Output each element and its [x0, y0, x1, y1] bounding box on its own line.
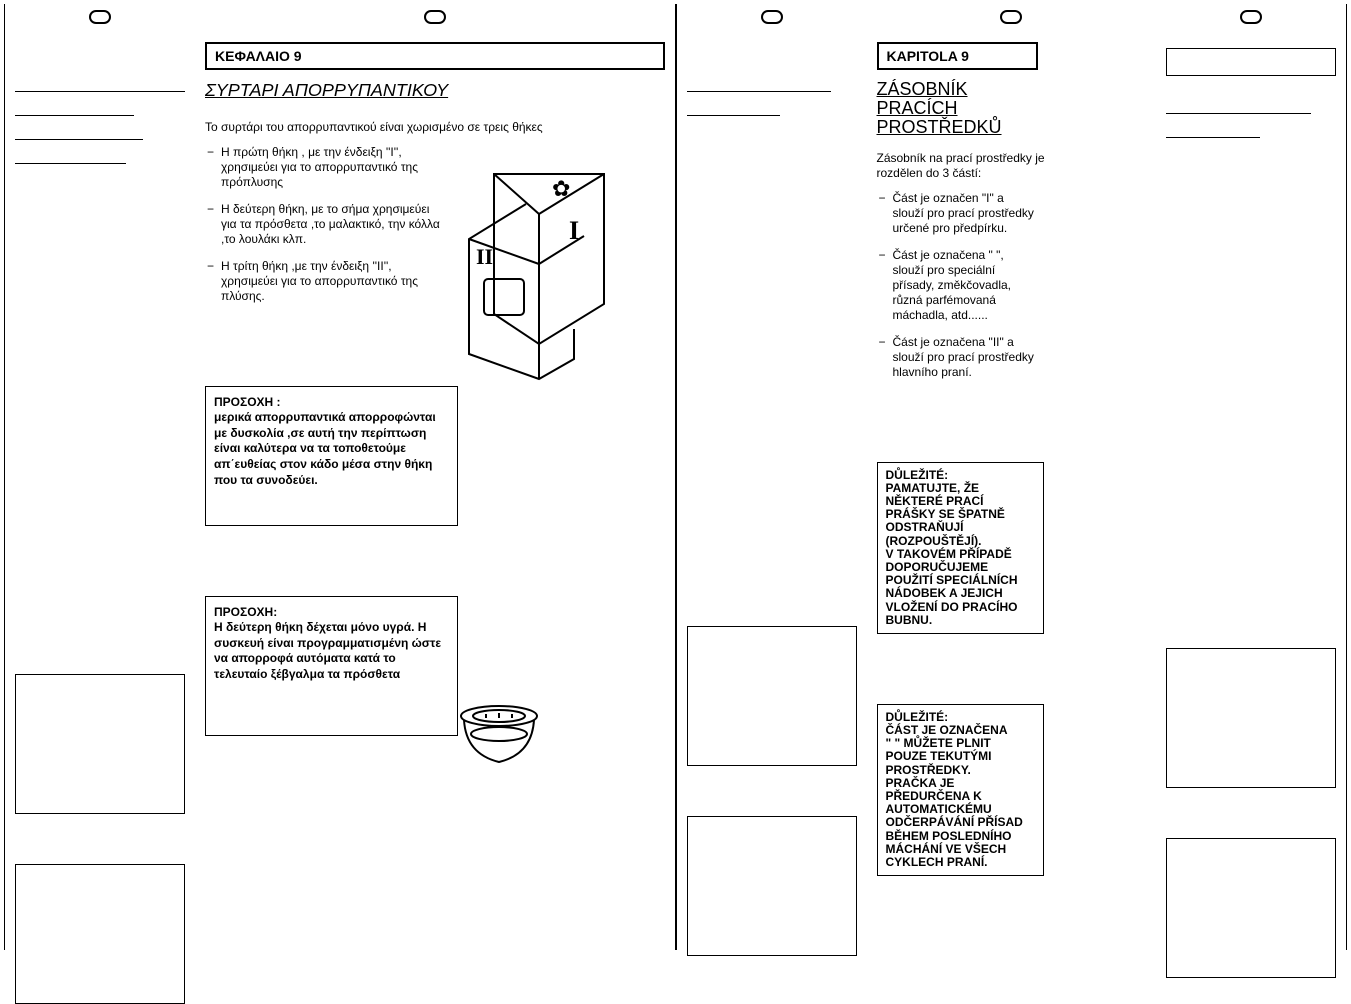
svg-text:I: I: [569, 216, 579, 245]
page-left: ΚΕΦΑΛΑΙΟ 9 ΣΥΡΤΑΡΙ ΑΠΟΡΡΥΠΑΝΤΙΚΟΥ Το συρ…: [4, 4, 676, 950]
section-title: ZÁSOBNÍK PRACÍCH PROSTŘEDKŮ: [877, 80, 1039, 137]
warning-box: ΠΡΟΣΟΧΗ : μερικά απορρυπαντικά απορροφών…: [205, 386, 458, 526]
dosing-cup-icon: [454, 704, 544, 774]
warning-box: ΠΡΟΣΟΧΗ: Η δεύτερη θήκη δέχεται μόνο υγρ…: [205, 596, 458, 736]
page-right: KAPITOLA 9 ZÁSOBNÍK PRACÍCH PROSTŘEDKŮ Z…: [676, 4, 1348, 950]
warning-box: DŮLEŽITÉ: PAMATUJTE, ŽE NĚKTERÉ PRACÍ PR…: [877, 462, 1044, 634]
czech-content-col: KAPITOLA 9 ZÁSOBNÍK PRACÍCH PROSTŘEDKŮ Z…: [867, 4, 1157, 950]
warning-box: DŮLEŽITÉ: ČÁST JE OZNAČENA " " MŮŽETE PL…: [877, 704, 1044, 876]
intro-text: Το συρτάρι του απορρυπαντικού είναι χωρι…: [205, 120, 665, 135]
empty-box: [1166, 648, 1336, 788]
binder-hole-icon: [761, 10, 783, 24]
section-title: ΣΥΡΤΑΡΙ ΑΠΟΡΡΥΠΑΝΤΙΚΟΥ: [205, 80, 665, 102]
bullet-item: Η πρώτη θήκη , με την ένδειξη ''I'', χρη…: [219, 145, 444, 190]
binder-hole-icon: [1240, 10, 1262, 24]
empty-box: [687, 816, 857, 956]
right-margin-col: [1156, 4, 1346, 950]
left-margin-col: [5, 4, 195, 950]
chapter-heading: KAPITOLA 9: [877, 42, 1039, 70]
intro-text: Zásobník na prací prostředky je rozdělen…: [877, 151, 1052, 181]
side-empty-boxes: [687, 626, 857, 956]
placeholder-lines: [1166, 94, 1336, 138]
bullet-item: Η δεύτερη θήκη, με το σήμα χρησιμεύει γι…: [219, 202, 444, 247]
placeholder-lines: [15, 72, 185, 164]
empty-header-box: [1166, 48, 1336, 76]
bullet-item: Část je označena "II" a slouží pro prací…: [891, 335, 1039, 380]
svg-text:II: II: [476, 244, 493, 269]
empty-box: [15, 864, 185, 1004]
bullet-list: Část je označen "I" a slouží pro prací p…: [877, 191, 1039, 392]
side-empty-boxes: [15, 674, 185, 1004]
binder-hole-icon: [89, 10, 111, 24]
placeholder-lines: [687, 72, 857, 116]
bullet-list: Η πρώτη θήκη , με την ένδειξη ''I'', χρη…: [205, 145, 444, 316]
binder-hole-icon: [424, 10, 446, 24]
empty-box: [687, 626, 857, 766]
bullet-item: Část je označena " ", slouží pro speciál…: [891, 248, 1039, 323]
empty-box: [1166, 838, 1336, 978]
binder-hole-icon: [1000, 10, 1022, 24]
empty-box: [15, 674, 185, 814]
bullet-item: Část je označen "I" a slouží pro prací p…: [891, 191, 1039, 236]
detergent-drawer-icon: ✿ I II: [454, 164, 624, 384]
left-margin-col-r: [677, 4, 867, 950]
bullet-item: Η τρίτη θήκη ,με την ένδειξη ''II'', χρη…: [219, 259, 444, 304]
side-empty-boxes: [1166, 648, 1336, 978]
greek-content-col: ΚΕΦΑΛΑΙΟ 9 ΣΥΡΤΑΡΙ ΑΠΟΡΡΥΠΑΝΤΙΚΟΥ Το συρ…: [195, 4, 675, 950]
chapter-heading: ΚΕΦΑΛΑΙΟ 9: [205, 42, 665, 70]
svg-text:✿: ✿: [552, 176, 570, 201]
